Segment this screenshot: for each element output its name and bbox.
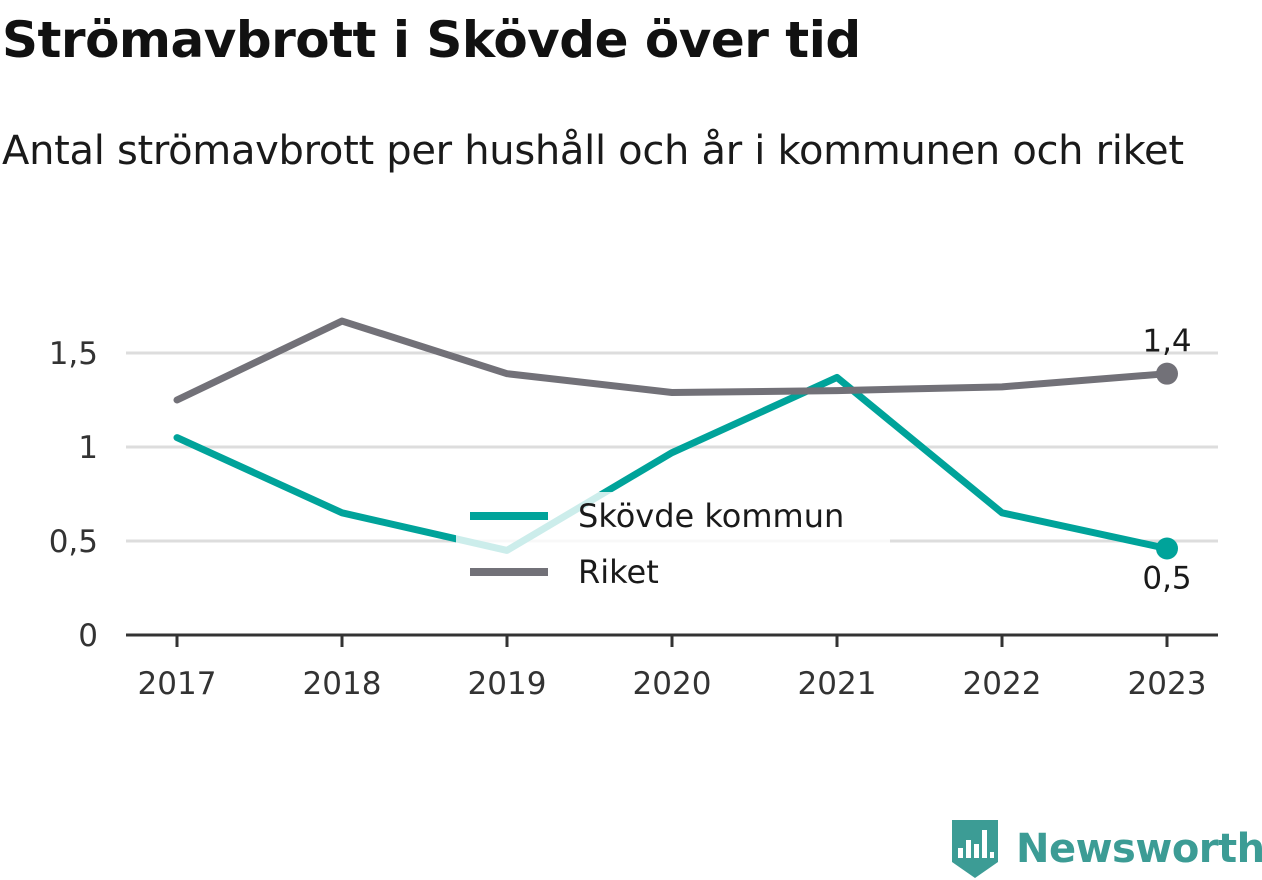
- x-tick-label: 2022: [963, 666, 1042, 702]
- x-tick-label: 2023: [1128, 666, 1207, 702]
- legend-label: Skövde kommun: [578, 497, 844, 535]
- end-label-skovde-kommun: 0,5: [1142, 561, 1191, 597]
- y-tick-label: 1,5: [49, 336, 98, 372]
- y-tick-label: 1: [78, 430, 98, 466]
- end-marker: [1156, 363, 1178, 385]
- end-marker: [1156, 538, 1178, 560]
- y-tick-label: 0: [78, 618, 98, 654]
- x-tick-label: 2021: [798, 666, 877, 702]
- brand-name: Newsworthy: [1016, 824, 1262, 874]
- legend-label: Riket: [578, 553, 659, 591]
- x-tick-label: 2019: [468, 666, 547, 702]
- newsworthy-logo[interactable]: Newsworthy: [950, 818, 1262, 880]
- y-tick-label: 0,5: [49, 524, 98, 560]
- x-tick-label: 2017: [138, 666, 217, 702]
- x-tick-label: 2020: [633, 666, 712, 702]
- x-tick-label: 2018: [303, 666, 382, 702]
- legend: Skövde kommun Riket: [456, 492, 890, 604]
- end-label-riket: 1,4: [1142, 324, 1191, 360]
- newsworthy-logo-icon: [950, 818, 1000, 880]
- series-line-riket: [177, 321, 1167, 400]
